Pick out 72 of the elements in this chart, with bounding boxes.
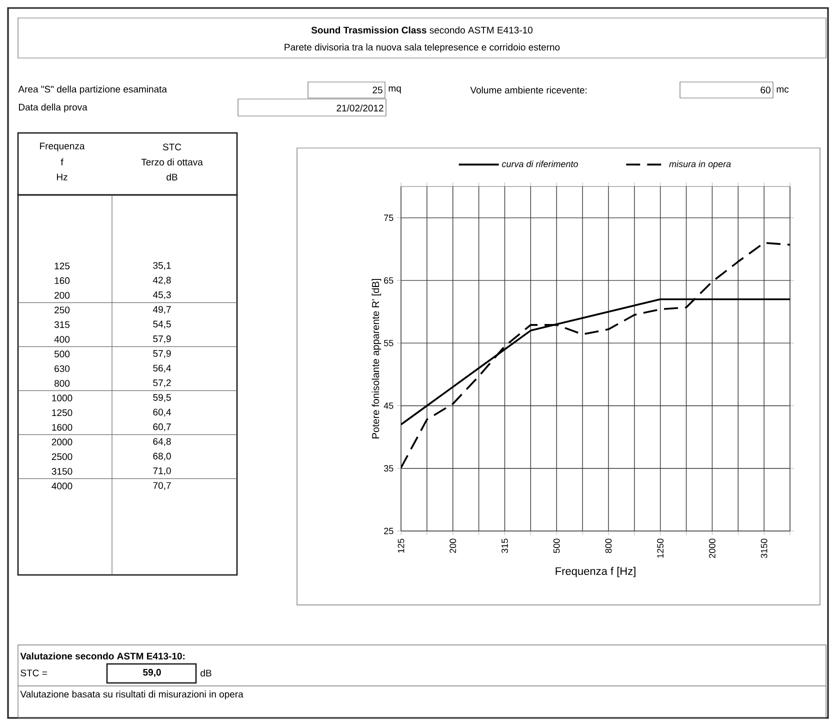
y-tick-label: 35 xyxy=(384,465,394,472)
text: 1250 xyxy=(52,409,72,416)
text: 56,4 xyxy=(153,364,171,373)
text: 500 xyxy=(54,350,70,358)
text: 71,0 xyxy=(153,467,171,476)
x-tick-label: 1250 xyxy=(657,538,664,558)
text: 60,4 xyxy=(153,408,171,417)
text: Frequenza xyxy=(40,142,85,152)
y-axis-title: Potere fonisolante apparente R' [dB] xyxy=(372,279,382,438)
text: Data della prova xyxy=(18,104,88,112)
text: 57,9 xyxy=(153,335,171,344)
y-tick-label: 55 xyxy=(384,340,394,346)
x-tick-label: 125 xyxy=(398,538,404,553)
text: 54,5 xyxy=(153,320,171,329)
y-tick-label: 75 xyxy=(384,214,394,221)
text: 2000 xyxy=(52,438,72,446)
text: 59,5 xyxy=(153,394,171,402)
y-tick-label: 45 xyxy=(384,402,394,409)
text: 57,9 xyxy=(153,350,171,358)
x-tick-label: 3150 xyxy=(760,538,768,558)
text: 45,3 xyxy=(152,291,171,300)
text: Volume ambiente ricevente: xyxy=(470,86,587,94)
text: 1000 xyxy=(52,394,72,402)
x-tick-label: 800 xyxy=(605,538,612,553)
text: Terzo di ottava xyxy=(141,158,203,166)
text: mc xyxy=(776,87,789,93)
text: 125 xyxy=(54,262,70,270)
text: 2500 xyxy=(52,453,72,460)
text: 630 xyxy=(54,365,70,372)
chart-title: Sound Trasmission Class secondo ASTM E413-10 xyxy=(311,26,532,34)
text: Hz xyxy=(56,174,68,180)
text: 1600 xyxy=(52,424,72,431)
text: STC = xyxy=(20,670,47,676)
text: 4000 xyxy=(52,482,72,490)
text: 25 xyxy=(372,86,382,94)
chart-subtitle: Parete divisoria tra la nuova sala telepresence e corridoio esterno xyxy=(284,44,560,52)
x-axis-title: Frequenza f [Hz] xyxy=(556,566,636,578)
text: 64,8 xyxy=(153,438,171,446)
x-tick-label: 200 xyxy=(450,538,456,553)
text: 49,7 xyxy=(152,306,171,314)
text: dB xyxy=(166,174,178,180)
y-tick-label: 65 xyxy=(384,277,394,284)
text: 70,7 xyxy=(153,482,171,490)
text: 800 xyxy=(54,380,70,387)
y-tick-label: 25 xyxy=(384,528,394,534)
text: 59,0 xyxy=(143,668,161,678)
text: 160 xyxy=(54,277,70,284)
text: 400 xyxy=(54,336,70,343)
x-tick-label: 2000 xyxy=(709,538,716,558)
text: 35,1 xyxy=(153,262,171,270)
x-tick-label: 315 xyxy=(502,538,508,554)
text: 3150 xyxy=(52,468,72,475)
text: f xyxy=(60,158,64,166)
text: dB xyxy=(200,669,212,676)
text: 68,0 xyxy=(153,452,171,461)
text: 200 xyxy=(54,292,70,299)
text: Valutazione basata su risultati di misurazioni in opera xyxy=(20,690,244,700)
legend-label: misura in opera xyxy=(669,160,731,169)
text: STC xyxy=(162,144,182,150)
text: 60 xyxy=(760,86,770,94)
line-series xyxy=(401,242,790,469)
text: Area "S" della partizione esaminata xyxy=(18,86,167,94)
text: 21/02/2012 xyxy=(336,104,384,112)
text: 57,2 xyxy=(153,379,171,388)
text: 42,8 xyxy=(152,276,171,285)
text: 60,7 xyxy=(153,423,171,432)
legend-label: curva di riferimento xyxy=(502,160,578,168)
text: Valutazione secondo ASTM E413-10: xyxy=(20,652,185,660)
text: 315 xyxy=(54,321,70,328)
text: mq xyxy=(388,86,401,94)
x-tick-label: 500 xyxy=(553,538,560,554)
text: 250 xyxy=(54,306,70,314)
